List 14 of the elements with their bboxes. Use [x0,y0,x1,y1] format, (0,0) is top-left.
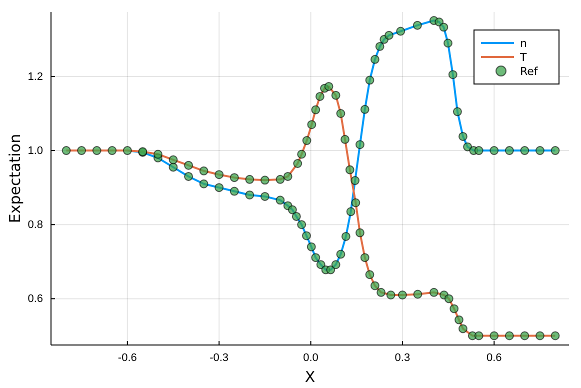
x-tick-label: 0.3 [394,352,410,364]
legend-label: T [519,51,527,64]
y-tick-label: 1.2 [28,70,43,83]
y-tick-label: 0.8 [28,219,43,232]
y-tick-label: 0.6 [28,293,43,306]
x-tick-label: 0.0 [303,352,318,364]
legend-label: n [520,37,527,50]
x-tick-label: -0.6 [118,352,137,364]
x-tick-label: -0.3 [210,352,229,364]
y-axis-title: Expectation [6,134,24,224]
legend-label: Ref [520,65,539,78]
x-tick-label: 0.6 [486,352,502,364]
y-tick-label: 1.0 [28,145,43,158]
x-axis-title: X [304,368,316,386]
